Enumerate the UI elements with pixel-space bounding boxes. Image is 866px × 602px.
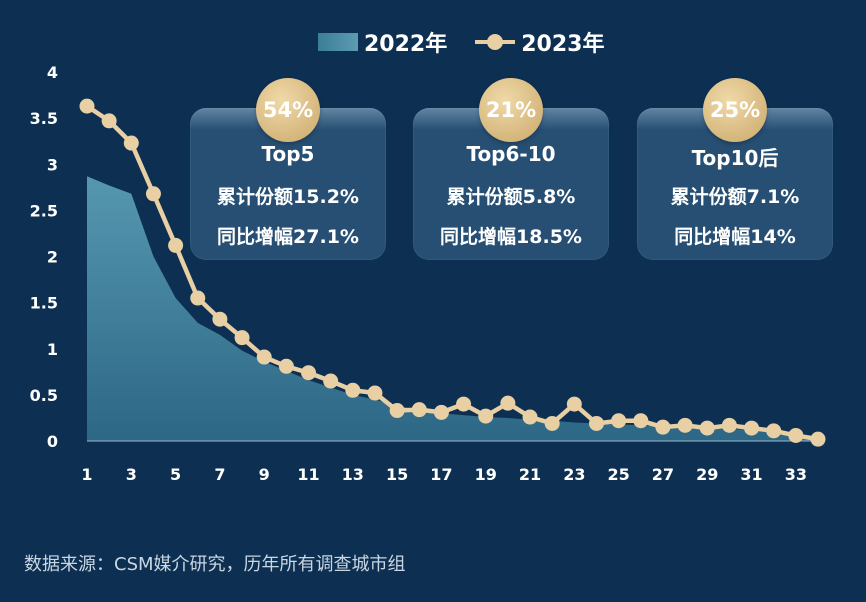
y-tick-label: 2 — [47, 248, 58, 267]
point-2023 — [323, 373, 339, 389]
point-2023 — [456, 396, 472, 412]
point-2023 — [256, 349, 272, 365]
x-tick-label: 23 — [563, 465, 585, 484]
y-tick-label: 1.5 — [30, 294, 58, 313]
card-yoy-growth: 同比增幅18.5% — [440, 226, 582, 248]
point-2023 — [389, 403, 405, 419]
card-cumulative-share: 累计份额5.8% — [446, 186, 576, 208]
legend-item-2023: 2023年 — [475, 26, 604, 58]
point-2023 — [699, 420, 715, 436]
point-2023 — [433, 404, 449, 420]
x-tick-label: 29 — [696, 465, 718, 484]
x-tick-label: 5 — [170, 465, 181, 484]
point-2023 — [566, 396, 582, 412]
x-tick-label: 7 — [214, 465, 225, 484]
point-2023 — [544, 415, 560, 431]
point-2023 — [234, 330, 250, 346]
card-cumulative-share: 累计份额15.2% — [217, 186, 359, 208]
series-2023-line — [79, 98, 826, 447]
point-2023 — [633, 413, 649, 429]
point-2023 — [212, 311, 228, 327]
y-tick-label: 3.5 — [30, 109, 58, 128]
y-tick-label: 0.5 — [30, 386, 58, 405]
point-2023 — [810, 431, 826, 447]
y-axis: 0 0.5 1 1.5 2 2.5 3 3.5 4 — [30, 63, 58, 451]
legend-area-swatch — [318, 33, 358, 51]
x-tick-label: 27 — [652, 465, 674, 484]
card-top10-after: 25% Top10后 累计份额7.1% 同比增幅14% — [637, 78, 833, 260]
x-tick-label: 33 — [785, 465, 807, 484]
legend-item-2022: 2022年 — [318, 26, 447, 58]
point-2023 — [788, 427, 804, 443]
y-tick-label: 3 — [47, 155, 58, 174]
card-yoy-growth: 同比增幅14% — [674, 226, 796, 248]
x-tick-label: 21 — [519, 465, 541, 484]
card-top6-10: 21% Top6-10 累计份额5.8% 同比增幅18.5% — [413, 78, 609, 260]
point-2023 — [411, 402, 427, 418]
share-badge: 21% — [479, 78, 543, 142]
series-2022-area — [87, 176, 818, 441]
point-2023 — [478, 408, 494, 424]
legend-label-2023: 2023年 — [521, 32, 605, 57]
point-2023 — [744, 420, 760, 436]
point-2023 — [168, 237, 184, 253]
card-cumulative-share: 累计份额7.1% — [670, 186, 800, 208]
point-2023 — [766, 423, 782, 439]
point-2023 — [301, 365, 317, 381]
card-top5: 54% Top5 累计份额15.2% 同比增幅27.1% — [190, 78, 386, 260]
x-tick-label: 3 — [126, 465, 137, 484]
data-source-note: 数据来源：CSM媒介研究，历年所有调查城市组 — [24, 554, 406, 575]
point-2023 — [79, 98, 95, 114]
share-badge: 54% — [256, 78, 320, 142]
card-title: Top6-10 — [466, 142, 556, 166]
x-tick-label: 31 — [740, 465, 762, 484]
x-axis: 1 3 5 7 9 11 13 15 17 19 21 23 25 27 29 31 33 — [81, 465, 807, 484]
point-2023 — [611, 413, 627, 429]
point-2023 — [123, 135, 139, 151]
y-tick-label: 2.5 — [30, 201, 58, 220]
legend: 2022年 2023年 — [318, 26, 604, 58]
x-tick-label: 13 — [342, 465, 364, 484]
x-tick-label: 9 — [259, 465, 270, 484]
point-2023 — [500, 395, 516, 411]
y-tick-label: 4 — [47, 63, 58, 82]
card-yoy-growth: 同比增幅27.1% — [217, 226, 359, 248]
point-2023 — [145, 186, 161, 202]
point-2023 — [278, 358, 294, 374]
point-2023 — [677, 417, 693, 433]
legend-line-swatch — [475, 33, 516, 51]
x-tick-label: 11 — [297, 465, 319, 484]
point-2023 — [190, 290, 206, 306]
x-tick-label: 17 — [430, 465, 452, 484]
point-2023 — [655, 419, 671, 435]
card-title: Top5 — [261, 142, 315, 166]
line-2023 — [85, 104, 819, 442]
point-2023 — [345, 382, 361, 398]
point-2023 — [367, 385, 383, 401]
point-2023 — [522, 409, 538, 425]
area-2022 — [87, 176, 818, 441]
point-2023 — [588, 415, 604, 431]
x-tick-label: 1 — [81, 465, 92, 484]
x-tick-label: 25 — [608, 465, 630, 484]
x-tick-label: 15 — [386, 465, 408, 484]
x-tick-label: 19 — [475, 465, 497, 484]
card-title: Top10后 — [691, 146, 779, 170]
legend-label-2022: 2022年 — [364, 32, 448, 57]
y-tick-label: 1 — [47, 340, 58, 359]
point-2023 — [101, 113, 117, 129]
share-badge: 25% — [703, 78, 767, 142]
point-2023 — [721, 417, 737, 433]
y-tick-label: 0 — [47, 432, 58, 451]
